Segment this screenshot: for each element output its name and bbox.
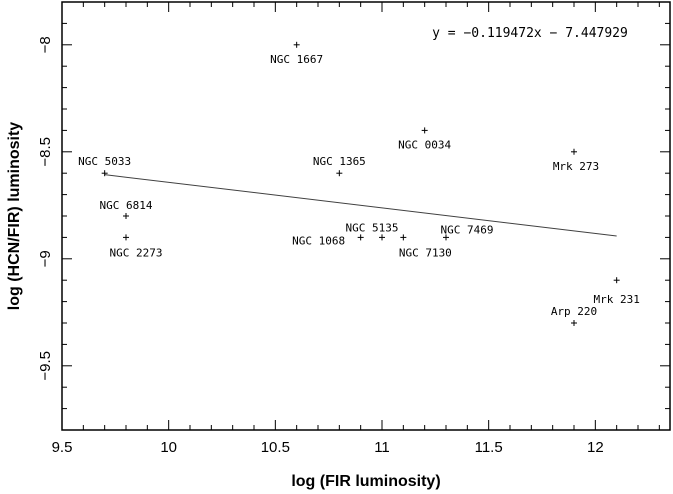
point-label: NGC 7130	[399, 246, 452, 259]
y-tick-label: −8	[37, 36, 54, 53]
x-tick-label: 10	[160, 439, 177, 456]
point-label: NGC 5033	[78, 155, 131, 168]
axis-ticks: 9.5 10 10.5 11 11.5 12 −8 −8.5 −9 −9.5	[37, 1, 670, 456]
x-tick-label: 11	[374, 439, 390, 456]
point-label: Mrk 273	[553, 160, 599, 173]
point-label: NGC 0034	[398, 138, 451, 151]
data-points: NGC 1667 NGC 0034 Mrk 273 NGC 5033 NGC 1365 N…	[78, 41, 640, 326]
x-tick-label: 12	[587, 439, 604, 456]
point-label: NGC 2273	[110, 246, 163, 259]
point-label: Arp 220	[551, 305, 597, 318]
y-tick-label: −8.5	[37, 137, 54, 167]
point-label: NGC 1667	[270, 53, 323, 66]
fit-line-group	[104, 174, 617, 237]
fit-line	[104, 174, 617, 237]
fit-equation: y = −0.119472x − 7.447929	[432, 26, 628, 41]
y-tick-label: −9	[37, 250, 54, 267]
point-label: NGC 5135	[346, 221, 399, 234]
point-label: NGC 1068	[292, 234, 345, 247]
point-label: NGC 7469	[441, 223, 494, 236]
point-label: NGC 6814	[100, 199, 153, 212]
point-label: NGC 1365	[313, 155, 366, 168]
x-axis-label: log (FIR luminosity)	[291, 473, 440, 490]
x-tick-label: 9.5	[52, 439, 73, 456]
y-tick-label: −9.5	[37, 351, 54, 381]
y-axis-label: log (HCN/FIR) luminosity	[6, 122, 23, 311]
x-tick-label: 10.5	[261, 439, 290, 456]
x-tick-label: 11.5	[475, 439, 503, 456]
plot-frame	[61, 1, 671, 431]
point-label: Mrk 231	[593, 293, 639, 306]
